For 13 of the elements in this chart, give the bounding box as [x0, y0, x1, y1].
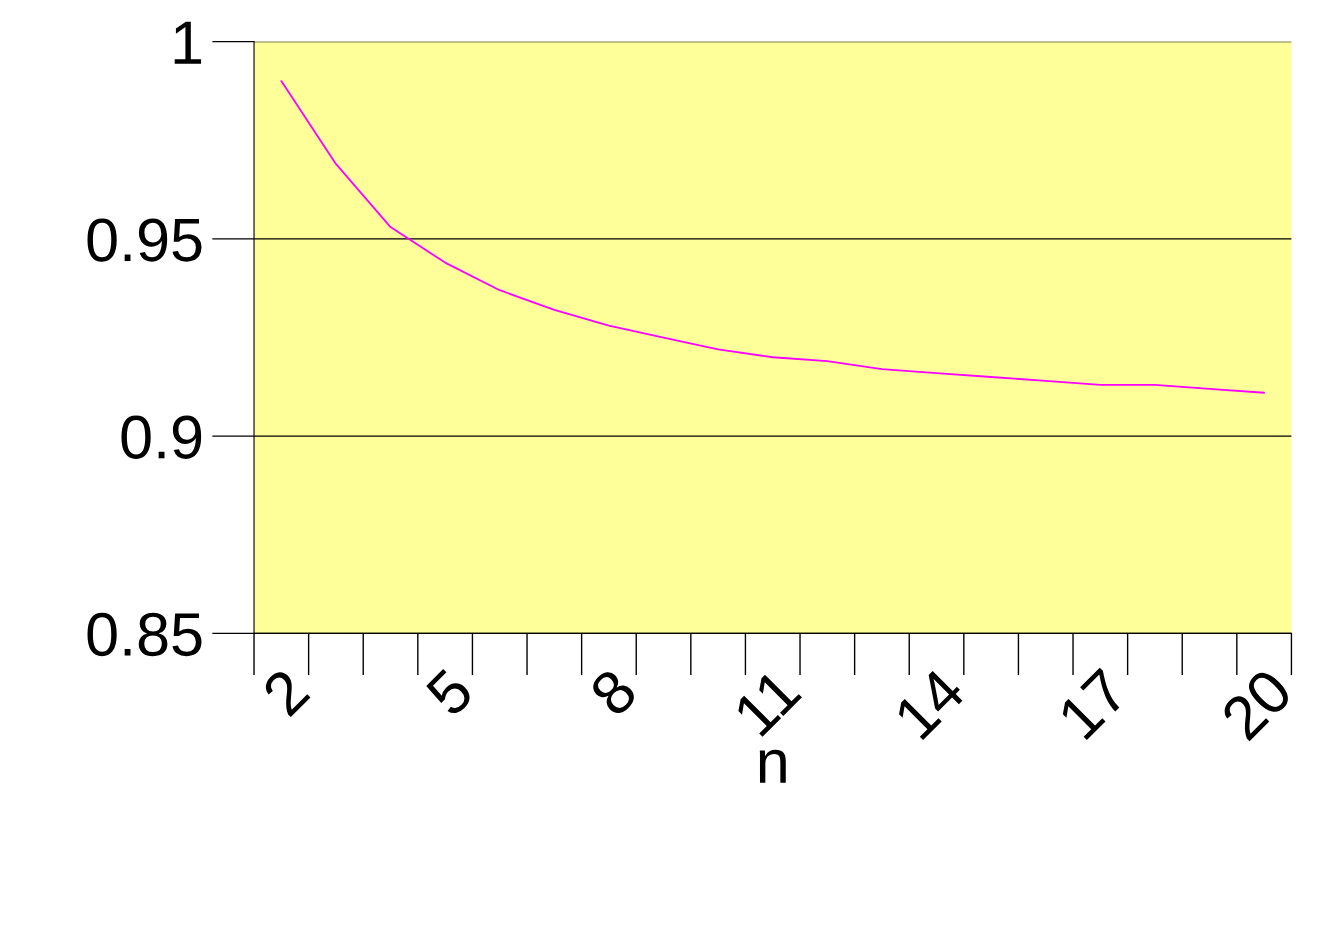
- x-tick-label: 11: [732, 667, 802, 737]
- x-axis-title: n: [759, 749, 786, 783]
- y-tick-label: 0.85: [87, 612, 202, 657]
- y-tick-label: 0.95: [87, 218, 202, 262]
- x-tick-label: 2: [260, 667, 311, 718]
- y-tick-label: 1: [174, 21, 202, 64]
- x-tick-label: 20: [1219, 666, 1295, 742]
- x-tick-label: 17: [1057, 667, 1130, 741]
- x-tick-label: 14: [893, 666, 967, 741]
- y-tick-label: 0.9: [121, 415, 202, 459]
- x-tick-label: 5: [424, 667, 476, 718]
- x-tick-label: 8: [587, 666, 639, 718]
- line-series: [280, 80, 1266, 394]
